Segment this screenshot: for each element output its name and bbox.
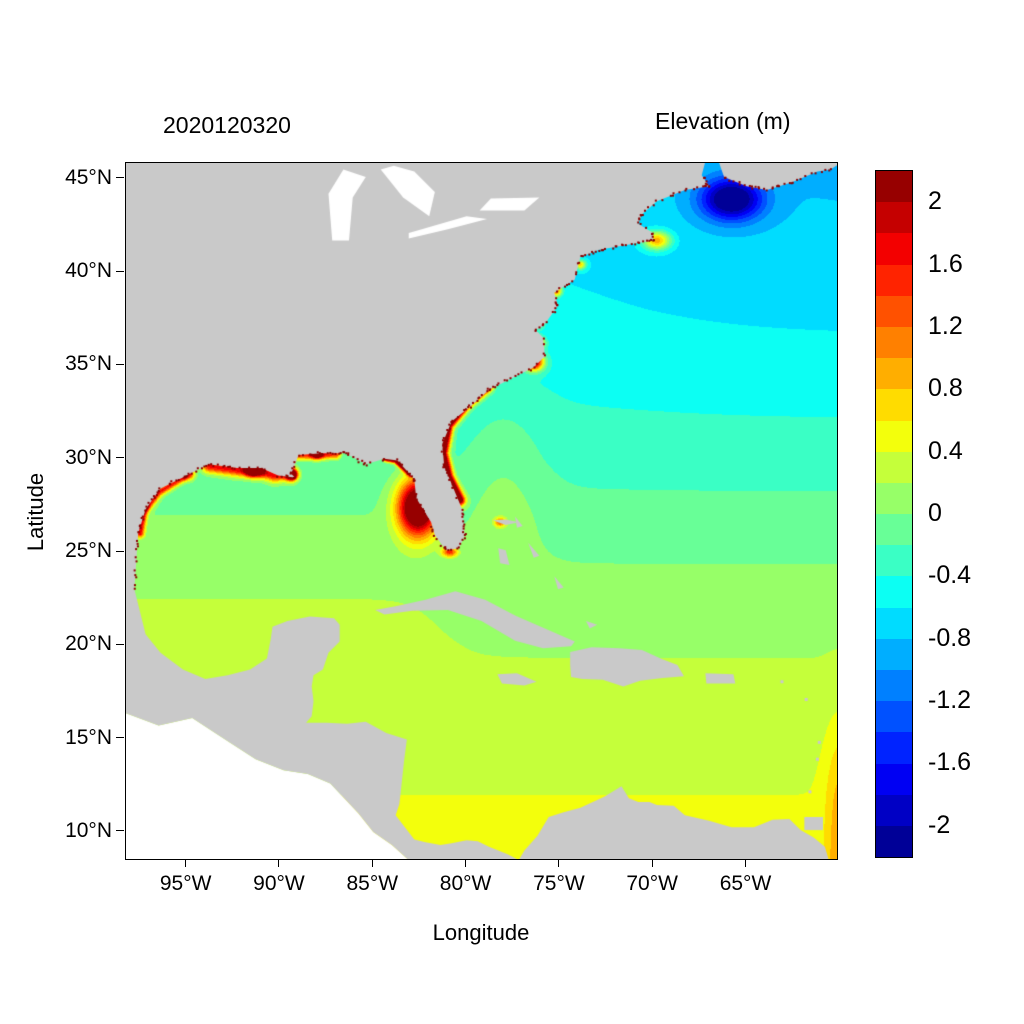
y-tick-label: 15°N — [65, 725, 112, 749]
x-tick — [185, 859, 187, 867]
colorbar-tick-label: -0.4 — [928, 561, 972, 590]
colorbar — [875, 170, 913, 858]
y-tick-label: 10°N — [65, 818, 112, 842]
colorbar-segment — [876, 295, 912, 327]
x-tick-label: 80°W — [439, 872, 492, 895]
colorbar-tick-label: 1.2 — [928, 311, 963, 340]
colorbar-tick-label: 1.6 — [928, 249, 963, 278]
y-tick-label: 40°N — [65, 259, 112, 283]
colorbar-segment — [876, 389, 912, 421]
x-tick — [558, 859, 560, 867]
colorbar-tick-label: 0 — [928, 499, 942, 527]
colorbar-segment — [876, 171, 912, 203]
colorbar-segment — [876, 326, 912, 359]
colorbar-segment — [876, 670, 912, 702]
x-tick — [465, 859, 467, 867]
x-tick-label: 65°W — [719, 872, 772, 895]
colorbar-tick-label: -1.2 — [928, 686, 972, 715]
y-tick-label: 25°N — [65, 539, 112, 563]
colorbar-segment — [876, 638, 912, 670]
colorbar-tick-label: 2 — [928, 187, 942, 216]
colorbar-segment — [876, 202, 912, 234]
y-tick — [116, 270, 124, 272]
colorbar-segment — [876, 451, 912, 483]
colorbar-segment — [876, 264, 912, 296]
x-tick — [278, 859, 280, 867]
colorbar-segment — [876, 482, 912, 515]
x-tick-label: 90°W — [253, 872, 305, 895]
x-tick-label: 75°W — [533, 872, 585, 895]
y-tick-label: 30°N — [65, 445, 112, 469]
plot-title-left: 2020120320 — [163, 112, 291, 138]
colorbar-segment — [876, 825, 912, 858]
colorbar-segment — [876, 794, 912, 826]
colorbar-tick-label: -2 — [928, 810, 951, 839]
colorbar-tick-label: -0.8 — [928, 623, 972, 652]
x-axis-label: Longitude — [432, 920, 530, 945]
x-tick-label: 85°W — [346, 872, 399, 895]
colorbar-tick-label: -1.6 — [928, 748, 972, 777]
elevation-map-canvas — [125, 162, 838, 860]
colorbar-tick-label: 0.8 — [928, 374, 963, 403]
y-tick — [116, 177, 124, 179]
x-tick — [744, 859, 746, 867]
y-tick — [116, 457, 124, 459]
y-tick-label: 35°N — [65, 352, 112, 376]
x-tick — [371, 859, 373, 867]
colorbar-segment — [876, 701, 912, 733]
y-tick — [116, 643, 124, 645]
x-tick-label: 70°W — [626, 872, 678, 895]
colorbar-title: Elevation (m) — [655, 108, 791, 134]
x-tick-label: 95°W — [159, 872, 212, 895]
y-tick-label: 45°N — [65, 165, 112, 189]
colorbar-segment — [876, 233, 912, 265]
colorbar-segment — [876, 358, 912, 390]
colorbar-segment — [876, 545, 912, 577]
colorbar-segment — [876, 732, 912, 764]
y-tick — [116, 363, 124, 365]
colorbar-tick-label: 0.4 — [928, 436, 963, 465]
colorbar-segment — [876, 763, 912, 795]
colorbar-segment — [876, 420, 912, 452]
colorbar-segment — [876, 514, 912, 546]
colorbar-segment — [876, 576, 912, 608]
colorbar-segment — [876, 607, 912, 639]
x-tick — [651, 859, 653, 867]
y-tick — [116, 830, 124, 832]
y-tick — [116, 737, 124, 739]
y-tick — [116, 550, 124, 552]
y-tick-label: 20°N — [65, 632, 112, 656]
